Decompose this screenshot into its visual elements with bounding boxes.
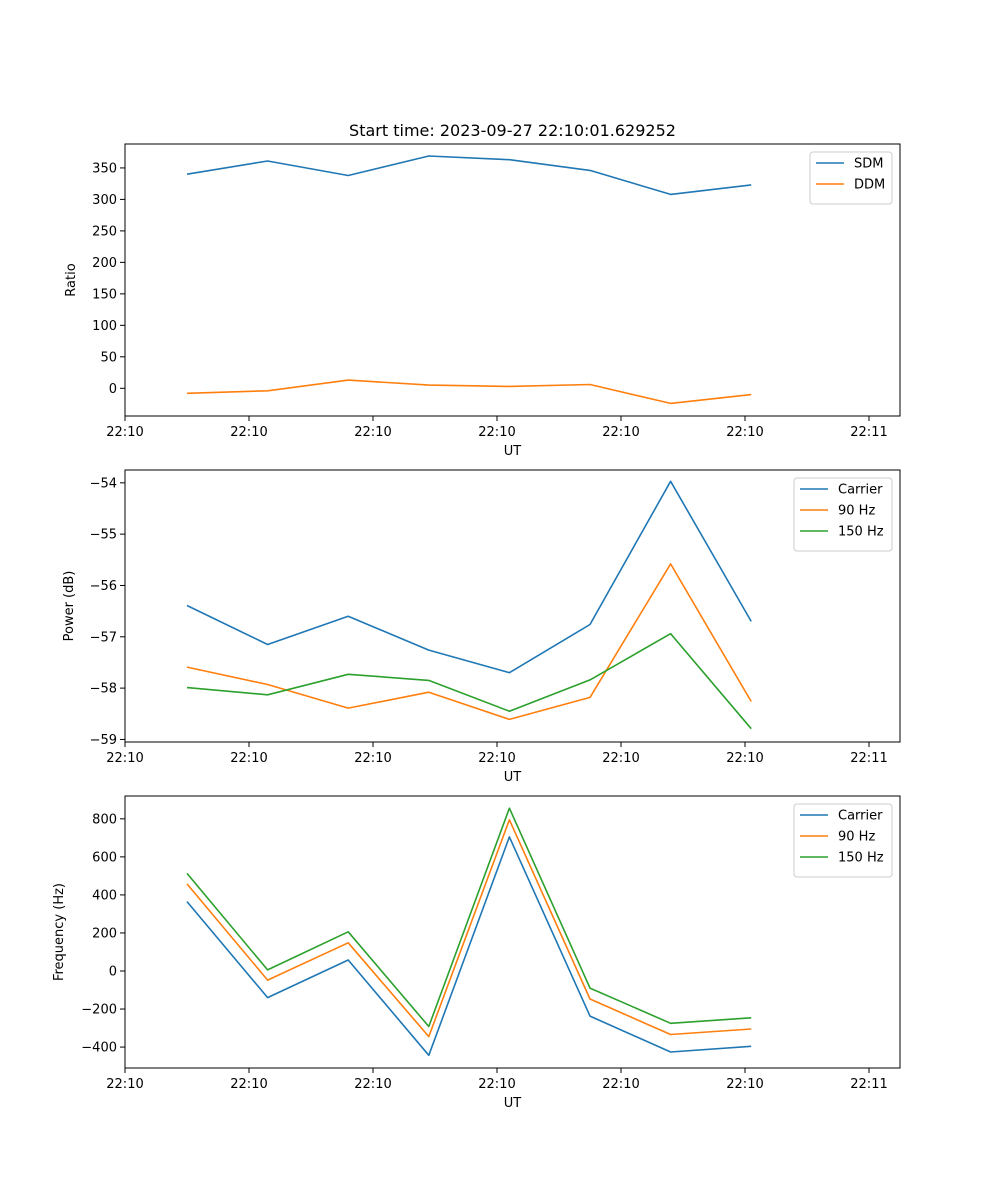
legend-label: 150 Hz xyxy=(838,525,884,540)
y-axis-label: Frequency (Hz) xyxy=(52,883,67,981)
y-tick-label: 300 xyxy=(92,193,117,208)
legend-label: 90 Hz xyxy=(838,504,875,519)
x-tick-label: 22:10 xyxy=(602,425,639,440)
subplot-1: 22:10 22:10 22:10 22:10 22:10 22:10 22:11 0 50 10… xyxy=(64,143,901,459)
x-tick-label: 22:10 xyxy=(230,425,267,440)
legend: Carrier 90 Hz 150 Hz xyxy=(793,477,893,552)
axes-frame xyxy=(124,795,901,1069)
legend-label: SDM xyxy=(854,157,883,172)
x-tick-label: 22:10 xyxy=(106,425,143,440)
x-axis-label: UT xyxy=(504,444,522,459)
x-tick-label: 22:10 xyxy=(478,425,515,440)
series-line-150-hz xyxy=(186,807,752,1028)
legend-box xyxy=(793,803,893,878)
x-tick-label: 22:10 xyxy=(106,751,143,766)
legend: Carrier 90 Hz 150 Hz xyxy=(793,803,893,878)
x-tick-label: 22:10 xyxy=(478,751,515,766)
y-tick-label: −54 xyxy=(90,476,117,491)
x-tick-label: 22:10 xyxy=(726,751,763,766)
y-tick-label: −55 xyxy=(90,528,117,543)
y-tick-label: −400 xyxy=(81,1041,117,1056)
y-tick-label: 200 xyxy=(92,256,117,271)
series-line-90-hz xyxy=(186,818,752,1038)
axes-frame xyxy=(124,469,901,743)
y-tick-label: 50 xyxy=(100,350,117,365)
series-line-ddm xyxy=(186,379,752,405)
y-tick-label: 800 xyxy=(92,812,117,827)
y-tick-label: 200 xyxy=(92,926,117,941)
subplot-2: 22:10 22:10 22:10 22:10 22:10 22:10 22:11 −59 −5… xyxy=(62,469,901,785)
x-axis-label: UT xyxy=(504,1096,522,1111)
x-tick-label: 22:10 xyxy=(602,751,639,766)
x-tick-label: 22:10 xyxy=(726,1077,763,1092)
y-axis-label: Ratio xyxy=(64,263,79,296)
y-tick-label: −200 xyxy=(81,1003,117,1018)
y-tick-label: 100 xyxy=(92,319,117,334)
x-tick-label: 22:10 xyxy=(478,1077,515,1092)
x-tick-label: 22:10 xyxy=(230,1077,267,1092)
y-tick-label: −57 xyxy=(90,630,117,645)
legend-label: 150 Hz xyxy=(838,851,884,866)
legend-label: Carrier xyxy=(838,809,883,824)
subplots: 22:10 22:10 22:10 22:10 22:10 22:10 22:11 0 50 10… xyxy=(52,143,901,1111)
x-axis-label: UT xyxy=(504,770,522,785)
series-line-carrier xyxy=(186,480,752,674)
x-tick-label: 22:10 xyxy=(602,1077,639,1092)
legend-label: DDM xyxy=(854,178,885,193)
y-tick-label: 600 xyxy=(92,850,117,865)
series-line-carrier xyxy=(186,836,752,1057)
y-tick-label: 250 xyxy=(92,224,117,239)
y-tick-label: −59 xyxy=(90,733,117,748)
y-axis-label: Power (dB) xyxy=(62,571,77,642)
y-tick-label: 350 xyxy=(92,161,117,176)
series-line-90-hz xyxy=(186,563,752,721)
x-tick-label: 22:11 xyxy=(850,751,887,766)
x-tick-label: 22:11 xyxy=(850,1077,887,1092)
y-tick-label: 0 xyxy=(109,964,117,979)
axes-frame xyxy=(124,143,901,417)
subplot-3: 22:10 22:10 22:10 22:10 22:10 22:10 22:11 −400 −… xyxy=(52,795,901,1111)
y-tick-label: 150 xyxy=(92,287,117,302)
x-tick-label: 22:10 xyxy=(726,425,763,440)
y-tick-label: 0 xyxy=(109,382,117,397)
legend-label: Carrier xyxy=(838,483,883,498)
y-tick-label: 400 xyxy=(92,888,117,903)
x-tick-label: 22:11 xyxy=(850,425,887,440)
x-tick-label: 22:10 xyxy=(354,1077,391,1092)
figure-title: Start time: 2023-09-27 22:10:01.629252 xyxy=(349,121,676,140)
legend: SDM DDM xyxy=(809,151,893,205)
y-tick-label: −58 xyxy=(90,682,117,697)
legend-box xyxy=(793,477,893,552)
series-line-150-hz xyxy=(186,632,752,730)
x-tick-label: 22:10 xyxy=(230,751,267,766)
x-tick-label: 22:10 xyxy=(354,751,391,766)
legend-box xyxy=(809,151,893,205)
x-tick-label: 22:10 xyxy=(106,1077,143,1092)
legend-label: 90 Hz xyxy=(838,830,875,845)
x-tick-label: 22:10 xyxy=(354,425,391,440)
y-tick-label: −56 xyxy=(90,579,117,594)
series-line-sdm xyxy=(186,155,752,196)
